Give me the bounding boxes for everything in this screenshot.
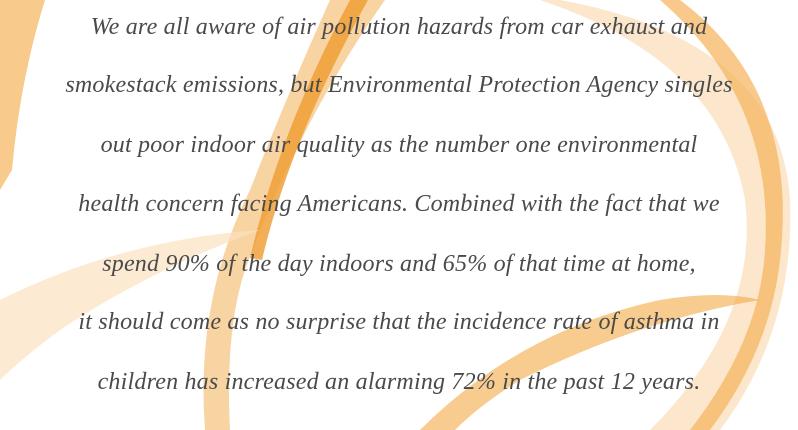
text-line: We are all aware of air pollution hazard… [0, 14, 798, 41]
text-line: out poor indoor air quality as the numbe… [0, 132, 798, 159]
text-line: children has increased an alarming 72% i… [0, 369, 798, 396]
text-line: health concern facing Americans. Combine… [0, 191, 798, 218]
text-line: it should come as no surprise that the i… [0, 309, 798, 336]
text-line: spend 90% of the day indoors and 65% of … [0, 251, 798, 278]
text-line: smokestack emissions, but Environmental … [0, 72, 798, 99]
page: We are all aware of air pollution hazard… [0, 0, 798, 430]
